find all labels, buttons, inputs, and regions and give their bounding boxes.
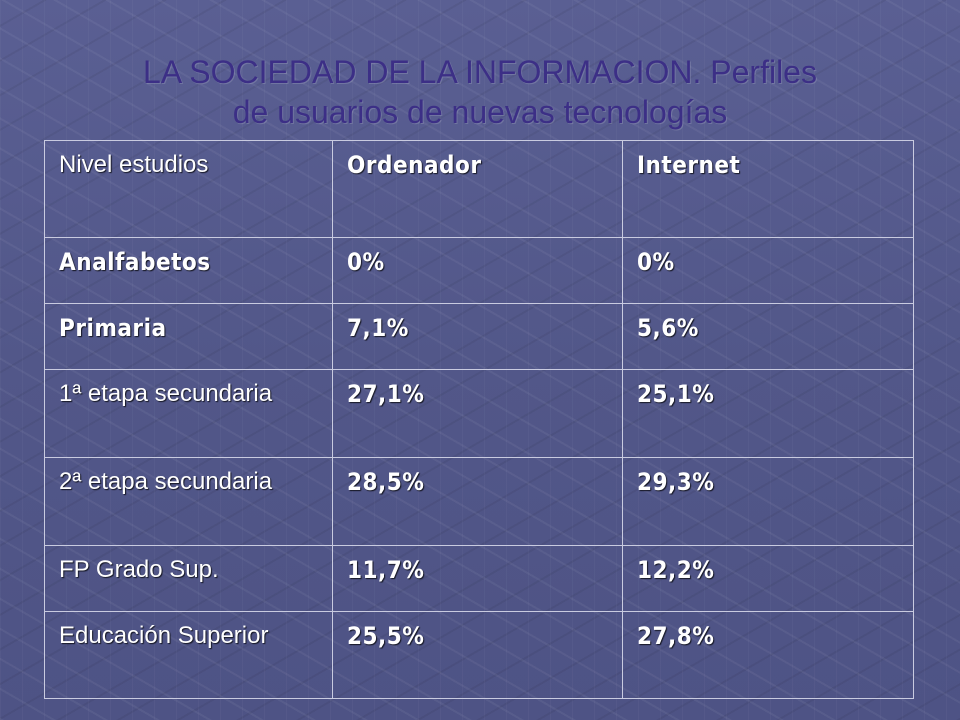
header-ordenador: Ordenador bbox=[332, 140, 623, 238]
cell-ordenador: 11,7% bbox=[332, 545, 623, 612]
table-row: Educación Superior 25,5% 27,8% bbox=[44, 611, 914, 699]
cell-nivel: Primaria bbox=[44, 303, 333, 370]
cell-ordenador: 27,1% bbox=[332, 369, 623, 458]
cell-internet: 25,1% bbox=[622, 369, 914, 458]
cell-ordenador: 25,5% bbox=[332, 611, 623, 699]
cell-nivel: Analfabetos bbox=[44, 237, 333, 304]
table-row: 1ª etapa secundaria 27,1% 25,1% bbox=[44, 369, 914, 458]
header-nivel-estudios: Nivel estudios bbox=[44, 140, 333, 238]
cell-ordenador: 0% bbox=[332, 237, 623, 304]
table-row: Analfabetos 0% 0% bbox=[44, 237, 914, 304]
header-internet: Internet bbox=[622, 140, 914, 238]
table-row: 2ª etapa secundaria 28,5% 29,3% bbox=[44, 457, 914, 546]
cell-nivel: 2ª etapa secundaria bbox=[44, 457, 333, 546]
cell-internet: 0% bbox=[622, 237, 914, 304]
data-table: Nivel estudios Ordenador Internet Analfa… bbox=[44, 140, 914, 699]
table-header-row: Nivel estudios Ordenador Internet bbox=[44, 140, 914, 238]
cell-nivel: 1ª etapa secundaria bbox=[44, 369, 333, 458]
cell-internet: 5,6% bbox=[622, 303, 914, 370]
table-row: FP Grado Sup. 11,7% 12,2% bbox=[44, 545, 914, 612]
cell-ordenador: 7,1% bbox=[332, 303, 623, 370]
table-row: Primaria 7,1% 5,6% bbox=[44, 303, 914, 370]
cell-internet: 12,2% bbox=[622, 545, 914, 612]
slide-title: LA SOCIEDAD DE LA INFORMACION. Perfiles … bbox=[40, 52, 920, 132]
cell-internet: 27,8% bbox=[622, 611, 914, 699]
cell-nivel: Educación Superior bbox=[44, 611, 333, 699]
cell-nivel: FP Grado Sup. bbox=[44, 545, 333, 612]
cell-internet: 29,3% bbox=[622, 457, 914, 546]
cell-ordenador: 28,5% bbox=[332, 457, 623, 546]
slide-title-line-1: LA SOCIEDAD DE LA INFORMACION. Perfiles bbox=[143, 54, 817, 90]
slide-title-line-2: de usuarios de nuevas tecnologías bbox=[232, 94, 728, 130]
